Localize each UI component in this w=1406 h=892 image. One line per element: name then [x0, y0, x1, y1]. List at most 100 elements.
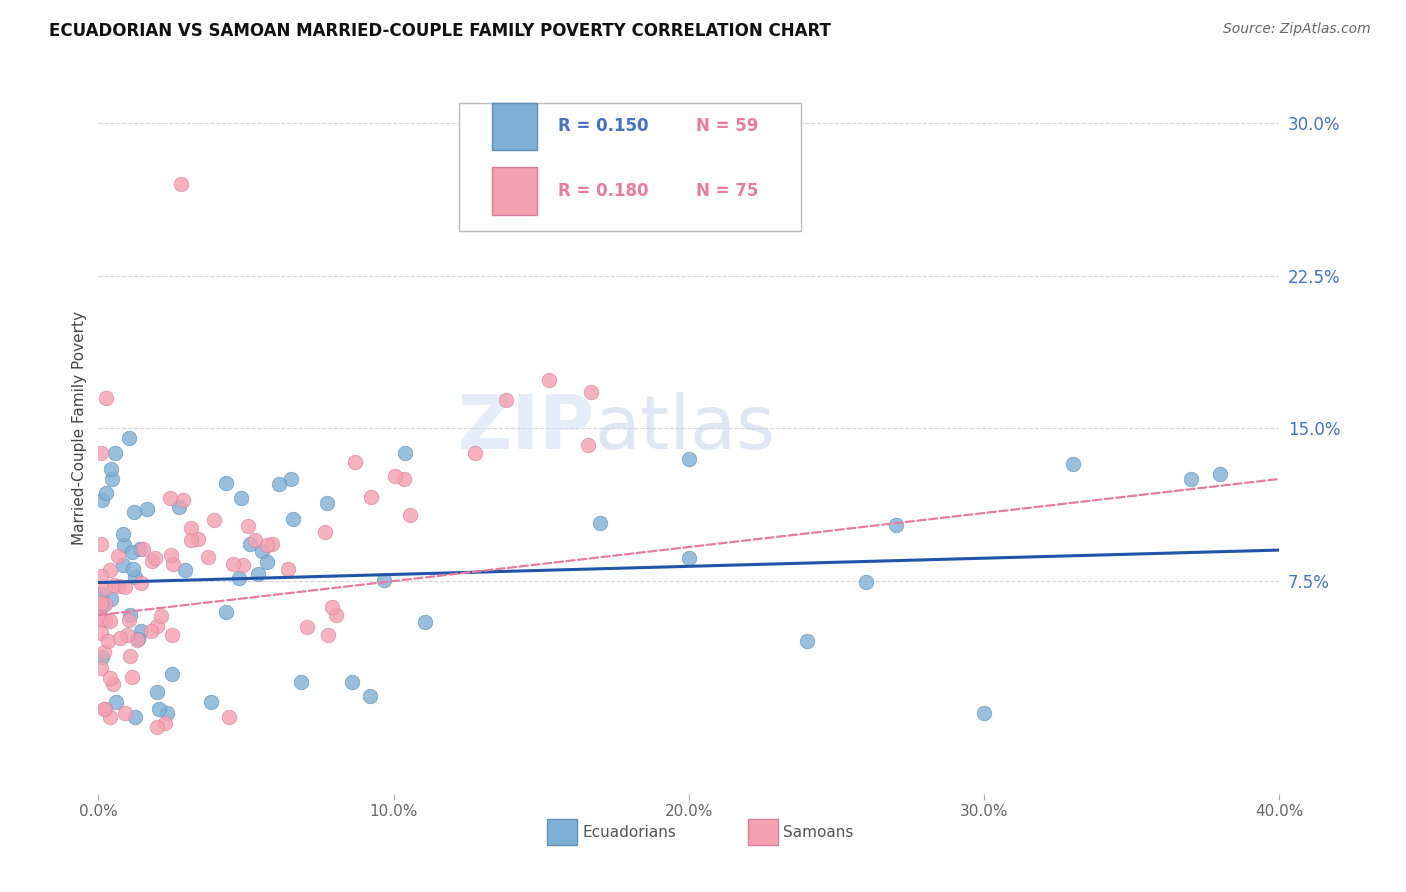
- Point: [360, 490, 382, 504]
- Point: [153, 715, 176, 730]
- Point: [232, 558, 254, 573]
- Y-axis label: Married-Couple Family Poverty: Married-Couple Family Poverty: [72, 311, 87, 545]
- Point: [94, 582, 117, 596]
- Point: [162, 557, 184, 571]
- Point: [215, 476, 238, 491]
- Point: [94, 486, 117, 500]
- Point: [115, 628, 138, 642]
- Point: [141, 554, 163, 568]
- Point: [104, 445, 127, 459]
- Text: Samoans: Samoans: [783, 825, 853, 840]
- Point: [98, 563, 121, 577]
- Point: [187, 532, 209, 546]
- Point: [589, 516, 612, 530]
- Point: [537, 373, 560, 387]
- Point: [1180, 472, 1202, 486]
- Point: [156, 706, 179, 720]
- Point: [290, 675, 312, 690]
- Point: [98, 671, 121, 685]
- Point: [174, 563, 197, 577]
- Point: [97, 634, 120, 648]
- Point: [464, 446, 486, 460]
- Point: [280, 472, 302, 486]
- Point: [108, 631, 131, 645]
- Point: [100, 462, 122, 476]
- Point: [127, 633, 149, 648]
- Point: [124, 570, 146, 584]
- Point: [127, 632, 149, 646]
- Point: [1062, 457, 1084, 471]
- Point: [340, 675, 363, 690]
- Point: [120, 607, 142, 622]
- Point: [94, 613, 117, 627]
- Point: [118, 648, 141, 663]
- Point: [256, 555, 278, 569]
- Point: [260, 537, 283, 551]
- Point: [277, 561, 299, 575]
- Point: [101, 472, 124, 486]
- Point: [855, 575, 877, 590]
- Point: [250, 544, 273, 558]
- Point: [359, 690, 381, 704]
- Point: [90, 587, 112, 601]
- Text: ECUADORIAN VS SAMOAN MARRIED-COUPLE FAMILY POVERTY CORRELATION CHART: ECUADORIAN VS SAMOAN MARRIED-COUPLE FAMI…: [49, 22, 831, 40]
- Point: [146, 619, 169, 633]
- Text: N = 59: N = 59: [696, 118, 758, 136]
- Point: [118, 613, 141, 627]
- Text: R = 0.180: R = 0.180: [558, 182, 648, 200]
- Point: [316, 628, 339, 642]
- Point: [139, 624, 162, 639]
- FancyBboxPatch shape: [492, 167, 537, 215]
- Point: [121, 670, 143, 684]
- Point: [114, 580, 136, 594]
- Point: [228, 571, 250, 585]
- Point: [94, 597, 117, 611]
- Text: N = 75: N = 75: [696, 182, 758, 200]
- Point: [384, 468, 406, 483]
- Text: Ecuadorians: Ecuadorians: [582, 825, 676, 840]
- Point: [495, 393, 517, 408]
- Point: [796, 633, 818, 648]
- Text: ZIP: ZIP: [457, 392, 595, 465]
- Point: [108, 579, 131, 593]
- FancyBboxPatch shape: [458, 103, 801, 231]
- Point: [129, 576, 152, 591]
- Point: [581, 385, 603, 400]
- Point: [112, 558, 135, 572]
- Point: [180, 521, 202, 535]
- Point: [246, 566, 269, 581]
- Point: [238, 518, 260, 533]
- Point: [576, 438, 599, 452]
- Point: [373, 573, 395, 587]
- Point: [884, 517, 907, 532]
- Point: [132, 541, 155, 556]
- Point: [325, 608, 347, 623]
- Point: [129, 624, 152, 639]
- Point: [172, 492, 194, 507]
- Point: [90, 596, 112, 610]
- Point: [678, 451, 700, 466]
- Point: [90, 626, 112, 640]
- Point: [204, 512, 226, 526]
- Point: [150, 609, 173, 624]
- Text: R = 0.150: R = 0.150: [558, 118, 648, 136]
- Text: atlas: atlas: [595, 392, 776, 465]
- Point: [321, 599, 343, 614]
- Point: [90, 612, 112, 626]
- Point: [90, 537, 112, 551]
- Point: [93, 645, 115, 659]
- Point: [197, 549, 219, 564]
- Point: [215, 605, 238, 619]
- Point: [94, 701, 117, 715]
- Point: [159, 491, 181, 505]
- Point: [399, 508, 422, 523]
- Point: [146, 685, 169, 699]
- Point: [107, 549, 129, 564]
- Point: [678, 550, 700, 565]
- Point: [136, 502, 159, 516]
- Point: [93, 701, 115, 715]
- Point: [112, 538, 135, 552]
- Point: [180, 533, 202, 547]
- Point: [343, 455, 366, 469]
- Point: [269, 477, 291, 491]
